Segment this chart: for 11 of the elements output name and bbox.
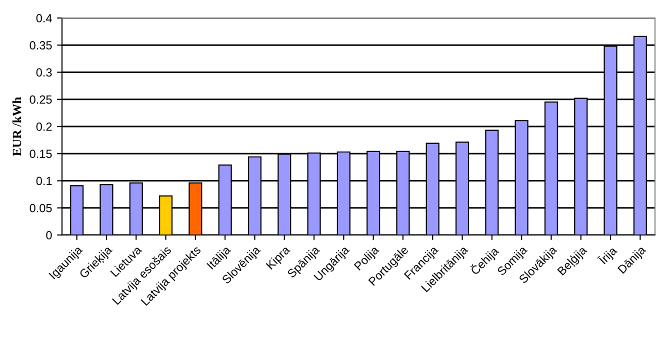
y-tick-label: 0.35 — [30, 41, 52, 50]
y-axis-title: EUR /kWh — [12, 96, 22, 156]
y-tick-label: 0.25 — [30, 95, 52, 104]
x-tick-label: Īrija — [597, 244, 620, 267]
y-tick-label: 0.05 — [30, 204, 52, 212]
y-tick-label: 0 — [46, 231, 52, 240]
y-tick-label: 0.4 — [36, 14, 52, 22]
y-tick-label: 0.2 — [36, 122, 52, 131]
y-tick-label: 0.1 — [36, 176, 52, 186]
y-tick-label: 0.15 — [30, 150, 52, 158]
y-tick-label: 0.3 — [36, 68, 52, 77]
